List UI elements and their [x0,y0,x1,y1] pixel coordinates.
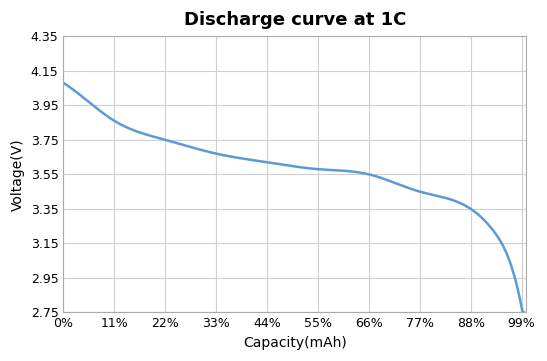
X-axis label: Capacity(mAh): Capacity(mAh) [243,336,347,350]
Title: Discharge curve at 1C: Discharge curve at 1C [184,11,406,29]
Y-axis label: Voltage(V): Voltage(V) [11,138,25,211]
